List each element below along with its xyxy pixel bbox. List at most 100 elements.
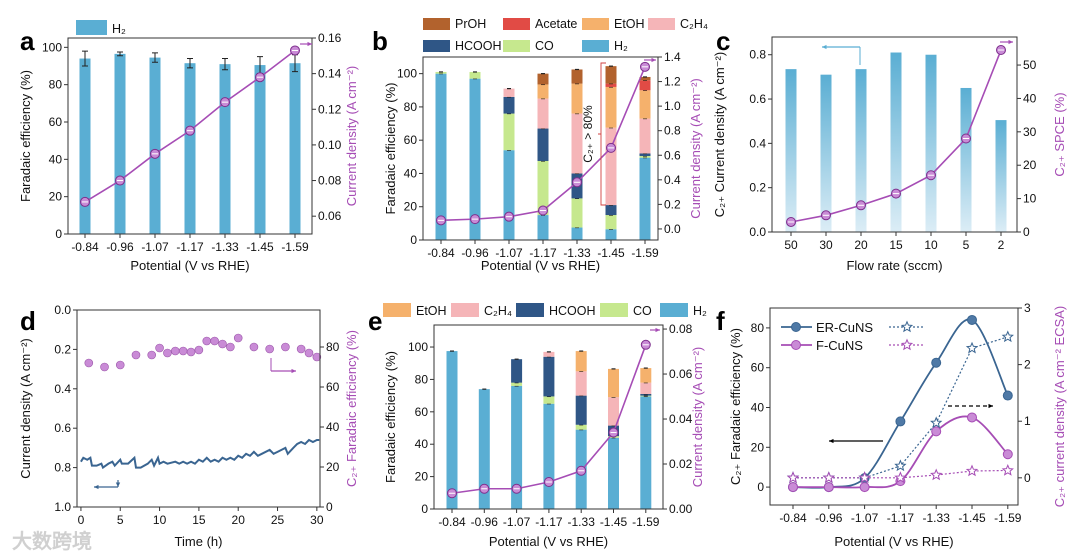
y2-tick-label: 80 [326,340,340,354]
y-tick-label: 0 [421,502,428,516]
arrow-left-head [829,438,834,444]
y-tick-label: 0.0 [54,303,71,317]
stack-segment-H2 [478,389,490,509]
axis-pointer-arrow-head [651,57,656,63]
bar-50 [785,69,797,233]
y2-axis-label: C₂₊ current density (A cm⁻² ECSA) [1052,306,1067,508]
legend-label: ER-CuNS [816,320,873,335]
arrow-left-stem-head [115,482,121,487]
stack-segment-H2 [640,396,652,509]
x-tick-label: -1.17 [529,246,557,260]
fe-point [218,339,227,349]
x-tick-label: -1.07 [495,246,523,260]
x-axis-label: Potential (V vs RHE) [834,534,953,549]
stack-segment-C2H4 [537,98,549,129]
fe-point [178,346,188,356]
x-tick-label: 20 [232,513,246,527]
y2-axis-label: Current density (A cm⁻²) [688,78,703,219]
x-tick-label: -1.59 [994,511,1022,525]
stack-segment-H2 [511,385,523,509]
x-axis-label: Flow rate (sccm) [846,258,942,273]
y2-tick-label: 0.06 [318,209,342,223]
stack-segment-H2 [571,227,583,240]
bar--1.07 [149,57,161,234]
current-star [1001,330,1014,343]
legend-swatch-C2H4 [648,18,675,30]
y2-tick-label: 0 [326,500,333,514]
y2-tick-label: 0.02 [669,457,693,471]
plot-frame [76,309,321,508]
stack-segment-C2H4 [605,127,617,206]
panel-letter: f [716,306,725,336]
stack-segment-CO [511,382,523,386]
panel-letter: b [372,26,388,56]
stack-segment-H2 [608,437,619,509]
legend-swatch-H2 [660,303,688,317]
y2-tick-label: 40 [326,420,340,434]
fe-point [233,333,243,343]
current-star [965,464,979,477]
stack-segment-HCOOH [605,205,617,216]
fe-point [84,358,94,368]
legend-label: C₂H₄ [680,17,708,31]
y2-tick-label: 2 [1024,358,1031,372]
fe-point [171,346,180,356]
legend-marker [791,340,801,350]
y2-tick-label: 0.10 [318,138,342,152]
y2-tick-label: 1 [1024,414,1031,428]
y2-tick-label: 0 [1024,471,1031,485]
c2-bracket [598,62,606,206]
legend-swatch-EtOH [383,303,411,317]
x-tick-label: -1.33 [563,246,591,260]
bar--0.96 [114,53,126,234]
y-tick-label: 0.2 [749,181,766,195]
y-tick-label: 40 [49,152,63,166]
axis-pointer-arrow-head [307,41,312,47]
stack-segment-Acetate [639,80,651,91]
legend-label: PrOH [455,17,486,31]
stack-segment-HCOOH [503,96,515,114]
y-tick-label: 60 [415,405,429,419]
stack-segment-H2 [537,215,549,240]
plot-frame [769,307,1019,506]
y2-tick-label: 0 [1023,225,1030,239]
x-tick-label: -1.33 [211,240,239,254]
legend-swatch-EtOH [582,18,609,30]
arrow-left-head [822,44,827,50]
y-axis-label: C₂₊ Faradaic efficiency (%) [728,328,743,485]
y-tick-label: 0.8 [749,48,766,62]
fe-point [304,348,314,358]
legend-label: EtOH [614,17,645,31]
stack-segment-H2 [503,150,515,240]
legend-label: HCOOH [455,39,502,53]
y-tick-label: 40 [751,400,765,414]
legend-swatch-Acetate [503,18,530,30]
y2-tick-label: 30 [1023,125,1037,139]
stack-segment-EtOH [537,84,549,99]
legend-label: CO [535,39,554,53]
x-tick-label: -0.96 [815,511,843,525]
x-tick-label: -1.17 [535,515,563,529]
x-tick-label: -1.59 [281,240,309,254]
axis-pointer-arrow-head [655,327,660,333]
legend-swatch-CO [600,303,628,317]
x-axis-label: Potential (V vs RHE) [130,258,249,273]
y2-axis-label: C₂₊ SPCE (%) [1052,92,1067,176]
x-tick-label: -1.07 [503,515,531,529]
panel-letter: a [20,26,35,56]
y2-axis-label: Current density (A cm⁻²) [690,347,705,488]
bar-10 [925,54,937,233]
stack-segment-CO [435,71,447,74]
y2-tick-label: 1.2 [664,75,681,89]
bar-30 [820,74,832,232]
legend-swatch-PrOH [423,18,450,30]
stack-segment-CO [543,396,555,404]
stack-segment-H2 [446,351,458,509]
y2-tick-label: 0.08 [669,322,693,336]
y2-tick-label: 0.06 [669,367,693,381]
error-bar [152,52,158,63]
fe-point [1002,449,1013,460]
y-axis-label: Current density (A cm⁻²) [18,338,33,479]
bar--1.17 [184,63,196,235]
stack-segment-Acetate [605,83,617,87]
